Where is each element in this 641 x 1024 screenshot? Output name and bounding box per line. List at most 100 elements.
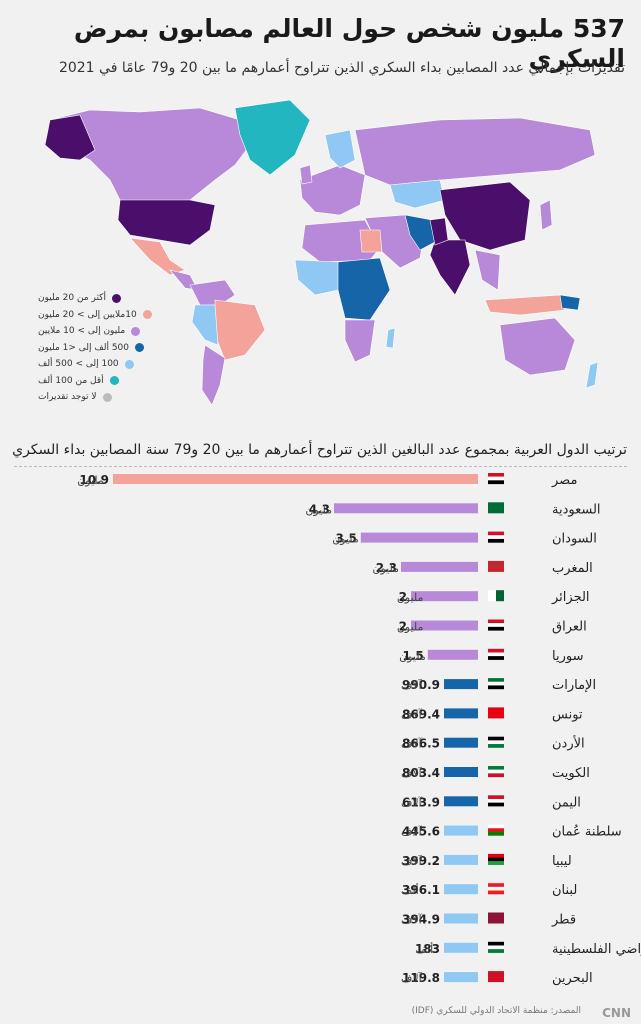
unit-label: آلاف [401, 971, 423, 985]
flag-stripe [488, 538, 504, 543]
unit-label: مليون [332, 533, 359, 546]
country-label: الجزائر [551, 590, 590, 605]
bar [427, 649, 478, 660]
bar [400, 561, 478, 572]
flag-stripe [488, 857, 504, 862]
map-new-zealand [585, 361, 599, 389]
value-label: 396.1 [402, 883, 440, 897]
flag-stripe [488, 971, 504, 983]
map-southern-africa [344, 319, 376, 363]
legend-label: أكثر من 20 مليون [38, 293, 106, 304]
bar [444, 679, 478, 690]
value-label: 2 [399, 590, 407, 604]
value-label: 4.3 [309, 502, 330, 516]
value-label: 803.4 [402, 766, 440, 780]
unit-label: آلاف [401, 678, 423, 692]
unit-label: مليون [397, 621, 424, 634]
country-label: الأردن [552, 735, 585, 752]
map-australia [499, 317, 576, 376]
flag-stripe [488, 941, 504, 946]
legend-label: أقل من 100 ألف [38, 375, 104, 386]
flag-stripe [488, 502, 504, 514]
unit-label: مليون [399, 650, 426, 663]
bar [444, 737, 478, 748]
country-label: تونس [552, 707, 583, 722]
flag-stripe [488, 766, 504, 770]
map-madagascar [385, 327, 396, 349]
flag-stripe [488, 802, 504, 807]
country-label: الكويت [552, 766, 590, 781]
world-map [20, 90, 620, 410]
flag-stripe [488, 890, 504, 895]
legend-swatch [102, 392, 112, 402]
unit-label: آلاف [401, 766, 423, 780]
legend-label: 10ملايين إلى > 20 مليون [38, 309, 137, 320]
map-legend: أكثر من 20 مليون 10ملايين إلى > 20 مليون م… [38, 290, 152, 406]
bar [411, 620, 478, 631]
flag-stripe [488, 831, 504, 836]
flag-stripe [488, 480, 504, 485]
map-uk [299, 164, 313, 185]
map-argentina-chile [201, 344, 226, 406]
value-label: 2 [399, 620, 407, 634]
map-peru-bolivia [191, 304, 219, 346]
flag-stripe [488, 740, 504, 745]
value-label: 394.9 [402, 913, 440, 927]
bar [360, 532, 478, 543]
country-label: سلطنة عُمان [552, 824, 622, 840]
bar [444, 972, 478, 983]
flag-stripe [488, 736, 504, 741]
flag-stripe [488, 678, 504, 682]
unit-label: آلاف [401, 825, 423, 839]
map-mexico [129, 237, 186, 276]
source-note: المصدر: منظمة الاتحاد الدولي للسكري (IDF… [411, 1006, 581, 1016]
section-divider [14, 466, 627, 467]
unit-label: ألف [401, 883, 419, 897]
unit-label: آلاف [401, 913, 423, 927]
flag-stripe [488, 652, 504, 657]
bar [411, 591, 478, 602]
bar [444, 825, 478, 836]
unit-label: مليون [397, 591, 424, 604]
bar [444, 854, 478, 865]
legend-swatch [109, 376, 119, 386]
value-label: 866.5 [402, 737, 440, 751]
map-russia [354, 117, 596, 186]
map-usa [117, 199, 216, 246]
legend-item: لا توجد تقديرات [38, 389, 148, 406]
map-india [429, 239, 471, 296]
bar [444, 942, 478, 953]
country-label: ليبيا [552, 854, 572, 869]
flag-stripe [488, 949, 504, 953]
flag-stripe [488, 531, 504, 536]
unit-label: مليون [305, 503, 332, 516]
map-kazakhstan [389, 179, 446, 209]
flag-stripe [496, 590, 504, 602]
map-png [559, 294, 581, 311]
value-label: 3.5 [336, 532, 357, 546]
value-label: 399.2 [402, 854, 440, 868]
map-scandinavia [324, 129, 356, 169]
bar [444, 708, 478, 719]
map-central-africa [337, 257, 391, 321]
flag-stripe [488, 623, 504, 627]
value-label: 119.8 [402, 971, 440, 985]
flag-stripe [488, 945, 504, 950]
value-label: 183 [415, 942, 440, 956]
bar [334, 503, 478, 514]
legend-label: 100 إلى > 500 ألف [38, 359, 119, 370]
country-label: العراق [552, 620, 587, 635]
flag-stripe [488, 798, 504, 803]
flag-stripe [488, 773, 504, 778]
bar [444, 913, 478, 924]
flag-stripe [488, 535, 504, 540]
legend-item: 10ملايين إلى > 20 مليون [38, 307, 152, 324]
legend-item: أقل من 100 ألف [38, 373, 148, 390]
value-label: 869.4 [402, 707, 440, 721]
flag-stripe [488, 473, 504, 477]
page-subtitle: تقديرات بإجمالي عدد المصابين بداء السكري… [58, 60, 625, 76]
map-colombia-venezuela [189, 279, 236, 306]
country-label: اليمن [552, 795, 581, 810]
flag-stripe [488, 828, 504, 833]
flag-stripe [488, 769, 504, 774]
